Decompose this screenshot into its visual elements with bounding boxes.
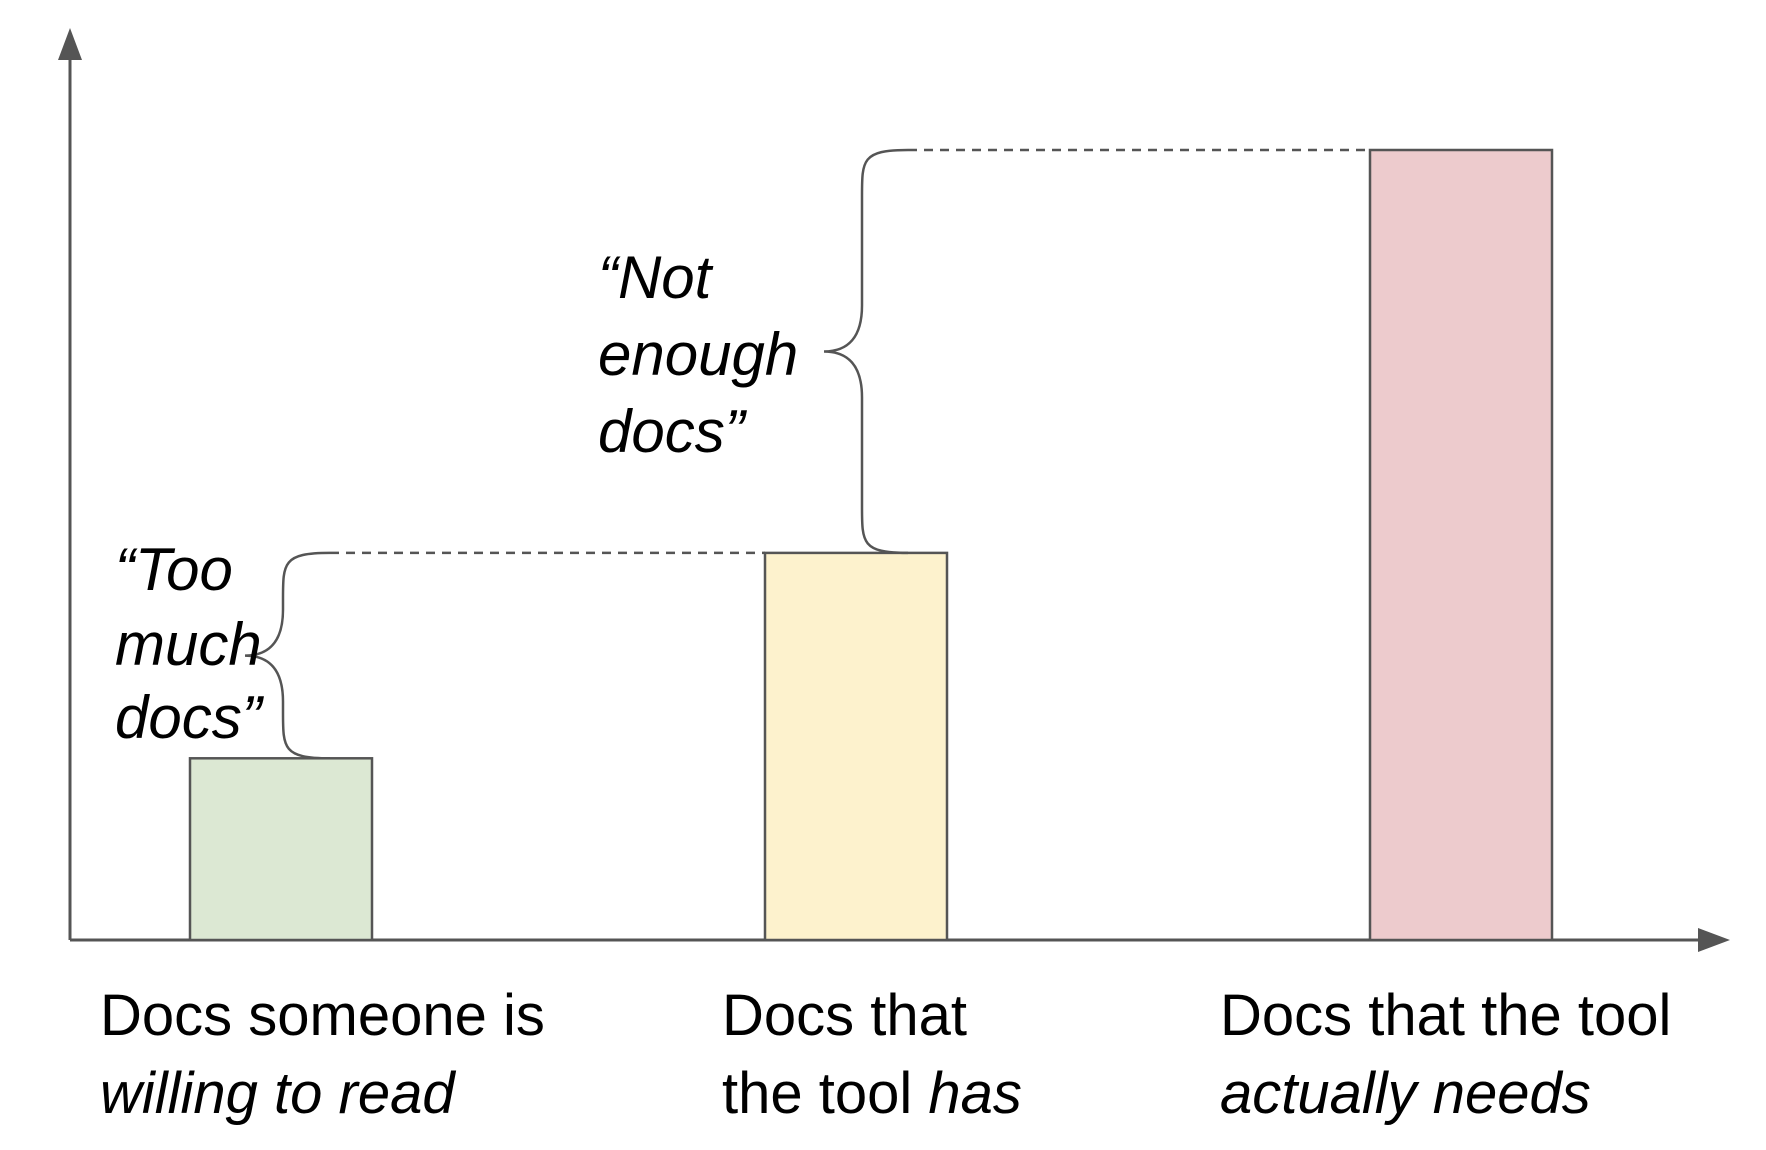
category-label-1-line-2-run-1: willing to read [100, 1061, 456, 1126]
category-label-2-line-2-run-2: has [928, 1061, 1022, 1126]
x-axis-arrow-icon [1698, 928, 1730, 952]
annotation-2-line-1: “Not [598, 244, 714, 311]
annotation-1-line-3: docs” [115, 684, 265, 751]
braces [244, 148, 909, 760]
category-label-1-line-2: willing to read [100, 1061, 456, 1126]
bar-2 [763, 551, 949, 942]
category-label-2-line-1-run-1: Docs that [722, 983, 967, 1048]
annotation-2-line-2: enough [598, 321, 798, 388]
brace-2 [823, 148, 909, 555]
category-label-3-line-1-run-1: Docs that the tool [1220, 983, 1671, 1048]
category-label-2-line-1: Docs that [722, 983, 967, 1048]
category-label-1-line-1-run-1: Docs someone is [100, 983, 545, 1048]
category-labels: Docs someone is willing to read Docs that t… [100, 983, 1671, 1126]
category-label-3-line-2: actually needs [1220, 1061, 1591, 1126]
category-label-3-line-1: Docs that the tool [1220, 983, 1671, 1048]
category-label-2-line-2: the tool has [722, 1061, 1022, 1126]
bars [188, 148, 1554, 942]
category-label-1-line-1: Docs someone is [100, 983, 545, 1048]
category-label-3-line-2-run-1: actually needs [1220, 1061, 1591, 1126]
y-axis-arrow-icon [58, 28, 82, 60]
annotation-1-line-1: “Too [115, 536, 233, 603]
annotation-1-line-2: much [115, 611, 262, 678]
bar-1 [188, 757, 374, 942]
guide-lines [330, 148, 1370, 555]
brace-1 [244, 551, 331, 760]
category-label-2-line-2-run-1: the tool [722, 1061, 928, 1126]
annotation-2-line-3: docs” [598, 398, 748, 465]
bar-3 [1368, 148, 1554, 942]
